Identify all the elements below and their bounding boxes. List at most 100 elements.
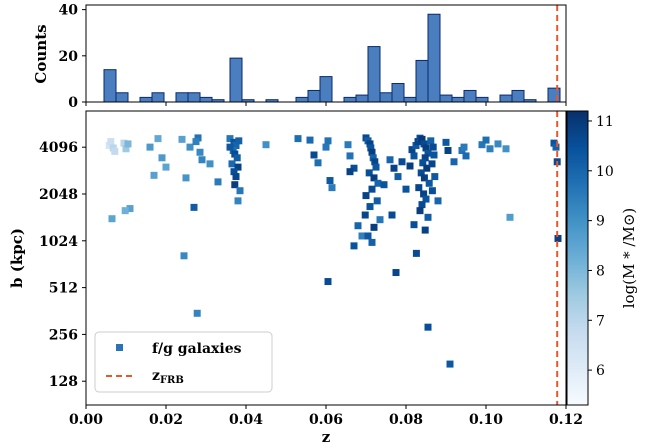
galaxy-point xyxy=(422,144,430,152)
galaxy-point xyxy=(158,154,166,162)
galaxy-point xyxy=(417,169,425,177)
galaxy-point xyxy=(122,145,130,153)
histogram-bar xyxy=(379,92,393,103)
histogram-bar xyxy=(151,92,165,103)
galaxy-point xyxy=(294,135,302,143)
histogram-bar xyxy=(115,92,129,103)
galaxy-point xyxy=(486,145,494,153)
scatter-x-label: z xyxy=(322,428,331,444)
scatter-x-tick-label: 0.04 xyxy=(229,412,263,428)
legend-marker-galaxies xyxy=(116,344,123,351)
galaxy-point xyxy=(380,181,388,189)
galaxy-point xyxy=(364,232,372,240)
galaxy-point xyxy=(367,144,375,152)
galaxy-point xyxy=(386,156,394,164)
galaxy-point xyxy=(365,169,373,177)
histogram-bar xyxy=(415,59,429,103)
scatter-y-tick-label: 1024 xyxy=(39,234,78,250)
galaxy-point xyxy=(231,181,239,189)
galaxy-point xyxy=(206,160,214,168)
histogram-bar xyxy=(139,96,153,103)
histogram-bar xyxy=(355,94,369,103)
colorbar-tick-label: 7 xyxy=(596,313,605,329)
histogram-bar xyxy=(229,57,243,103)
galaxy-point xyxy=(346,152,354,160)
histogram-bar xyxy=(427,13,441,103)
galaxy-point xyxy=(388,211,396,219)
histogram-bar xyxy=(295,96,309,103)
galaxy-point xyxy=(328,184,336,192)
scatter-x-tick-label: 0.08 xyxy=(389,412,423,428)
scatter-x-tick-label: 0.10 xyxy=(469,412,503,428)
scatter-x-tick-label: 0.02 xyxy=(149,412,183,428)
galaxy-point xyxy=(423,164,431,172)
scatter-y-tick-label: 2048 xyxy=(39,187,78,203)
galaxy-point xyxy=(368,148,376,156)
galaxy-point xyxy=(506,213,514,221)
galaxy-point xyxy=(262,141,270,149)
galaxy-point xyxy=(370,174,378,182)
galaxy-point xyxy=(554,234,562,242)
galaxy-point xyxy=(552,143,560,151)
galaxy-point xyxy=(314,159,322,167)
galaxy-point xyxy=(178,135,186,143)
galaxy-point xyxy=(186,143,194,151)
histogram-bar xyxy=(391,83,405,103)
galaxy-point xyxy=(420,140,428,148)
colorbar-tick-label: 11 xyxy=(596,114,614,130)
galaxy-point xyxy=(162,163,170,171)
galaxy-point xyxy=(369,154,377,162)
galaxy-point xyxy=(424,323,432,331)
scatter-x-ticks: 0.00 0.02 0.04 0.06 0.08 0.10 0.12 xyxy=(69,405,583,428)
galaxy-point xyxy=(233,154,241,162)
galaxy-point xyxy=(431,173,439,181)
histogram-bar xyxy=(511,89,525,103)
galaxy-point xyxy=(126,205,134,213)
galaxy-point xyxy=(419,159,427,167)
scatter-points xyxy=(105,134,562,368)
galaxy-point xyxy=(190,203,198,211)
histogram-bar xyxy=(103,69,117,103)
galaxy-point xyxy=(146,143,154,151)
scatter-y-tick-label: 512 xyxy=(49,281,78,297)
legend: f/g galaxies zFRB xyxy=(94,331,273,393)
galaxy-point xyxy=(450,158,458,166)
galaxy-point xyxy=(372,163,380,171)
galaxy-point xyxy=(412,141,420,149)
galaxy-point xyxy=(232,173,240,181)
colorbar-tick-label: 6 xyxy=(596,363,605,379)
histogram-y-ticks: 0 20 40 xyxy=(59,3,86,111)
galaxy-point xyxy=(398,158,406,166)
galaxy-point xyxy=(366,203,374,211)
histogram-bar xyxy=(439,94,453,103)
galaxy-point xyxy=(418,201,426,209)
galaxy-point xyxy=(430,151,438,159)
galaxy-point xyxy=(108,215,116,223)
galaxy-point xyxy=(392,269,400,277)
histogram-bar xyxy=(403,96,417,103)
galaxy-point xyxy=(410,221,418,229)
scatter-x-tick-label: 0.12 xyxy=(549,412,583,428)
scatter-y-tick-label: 128 xyxy=(49,374,78,390)
galaxy-point xyxy=(354,222,362,230)
galaxy-point xyxy=(228,160,236,168)
galaxy-point xyxy=(428,160,436,168)
galaxy-point xyxy=(358,232,366,240)
galaxy-point xyxy=(124,140,132,148)
galaxy-point xyxy=(373,197,381,205)
galaxy-point xyxy=(154,135,162,143)
galaxy-point xyxy=(196,148,204,156)
histogram-y-tick-label: 0 xyxy=(68,95,78,111)
galaxy-point xyxy=(366,140,374,148)
galaxy-point xyxy=(230,168,238,176)
galaxy-point xyxy=(550,139,558,147)
galaxy-point xyxy=(192,138,200,146)
galaxy-point xyxy=(310,151,318,159)
galaxy-point xyxy=(420,190,428,198)
galaxy-point xyxy=(494,140,502,148)
galaxy-point xyxy=(236,187,244,195)
galaxy-point xyxy=(235,137,243,145)
galaxy-point xyxy=(415,184,423,192)
galaxy-point xyxy=(408,146,416,154)
